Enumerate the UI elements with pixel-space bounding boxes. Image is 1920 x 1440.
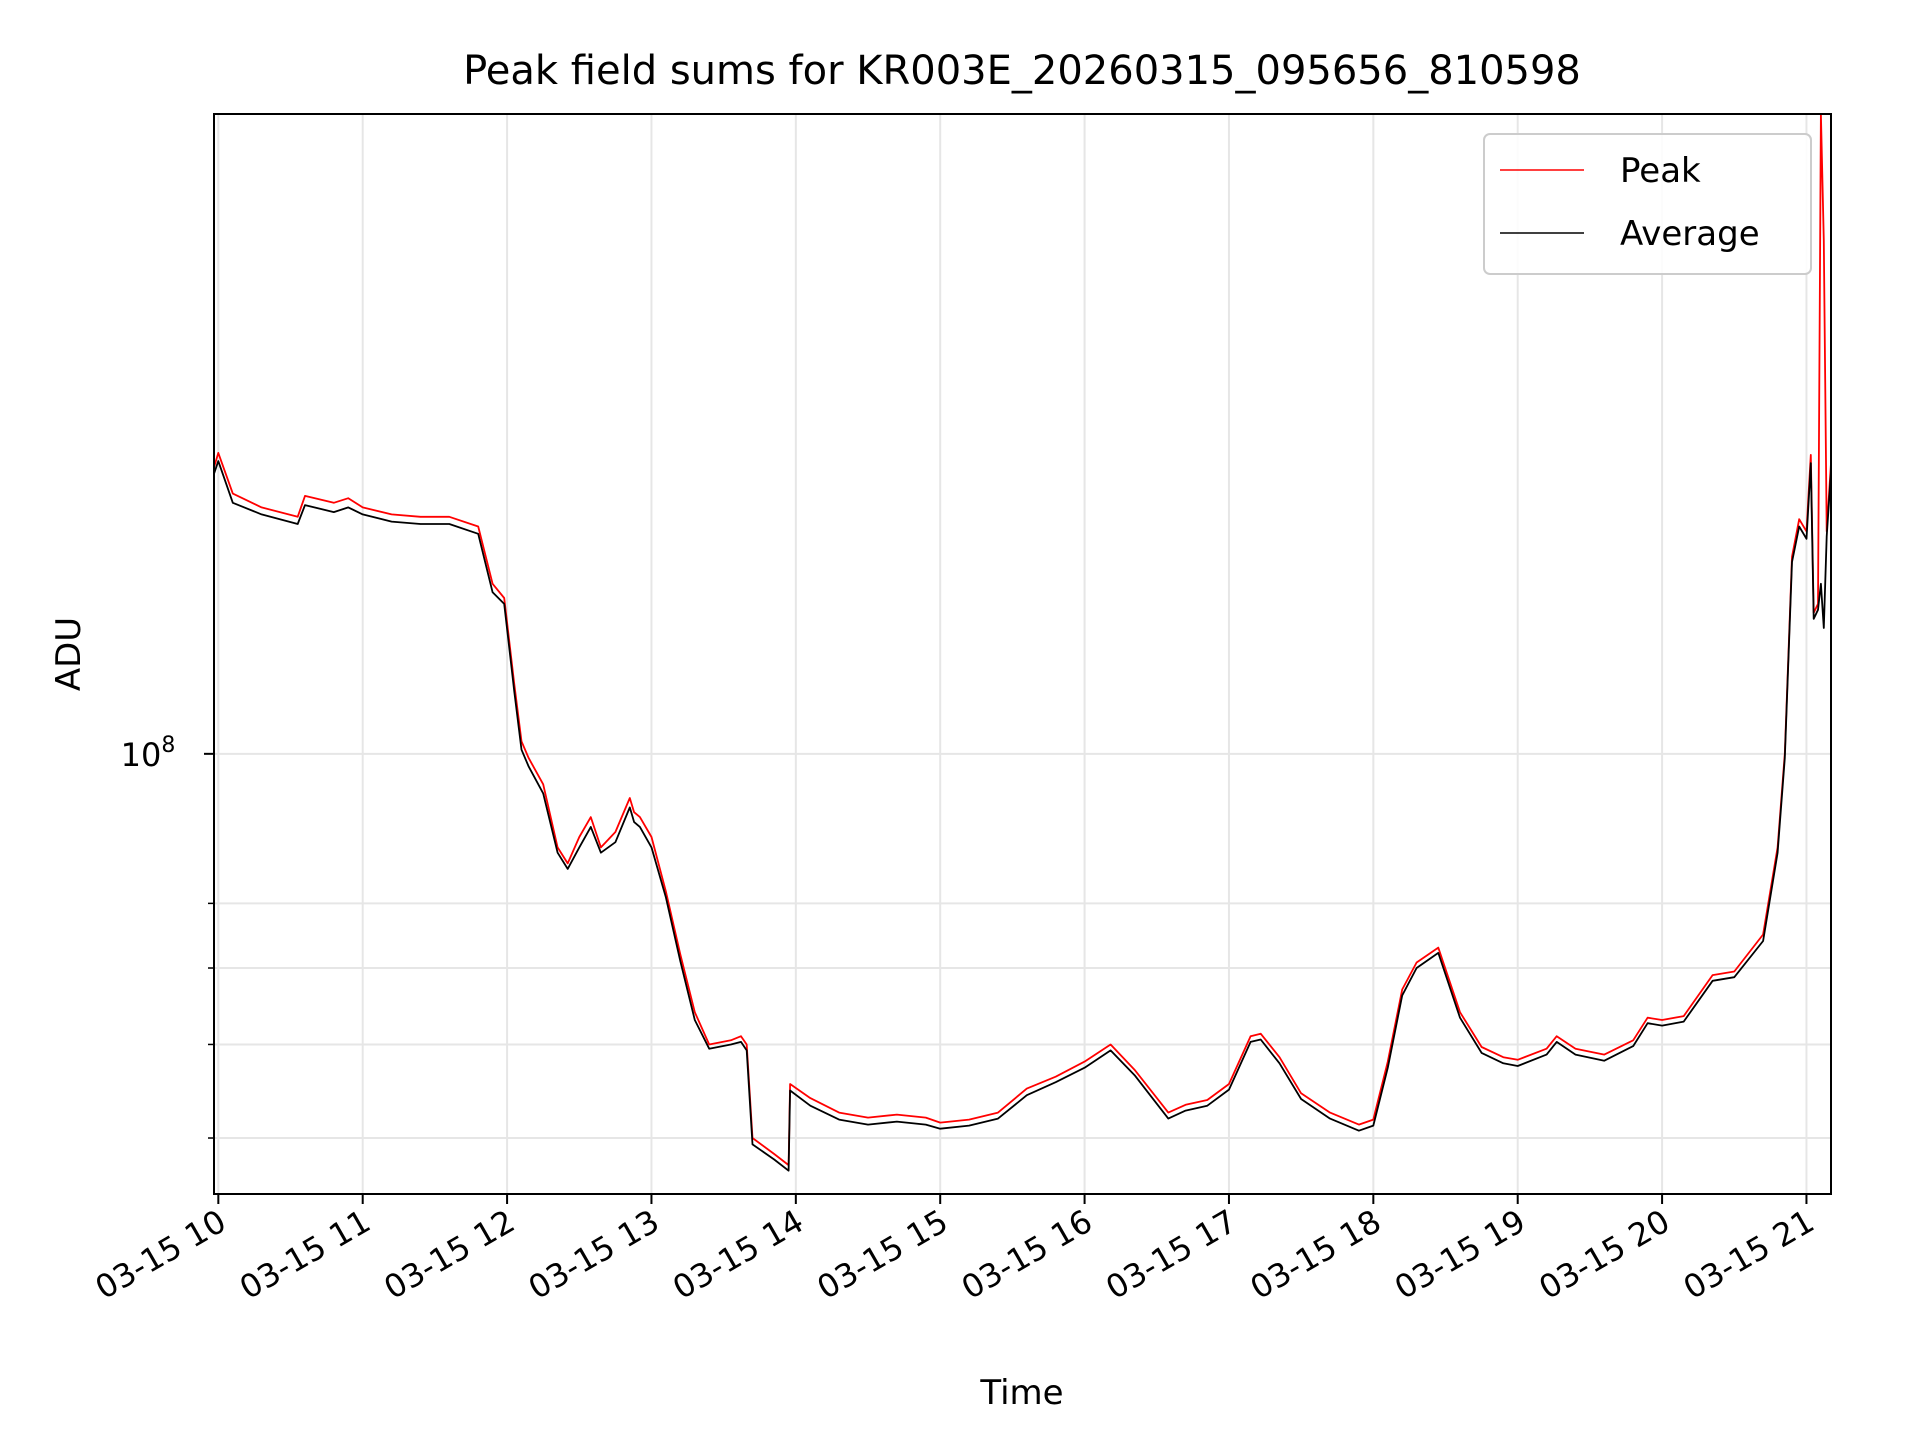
legend-label-average: Average <box>1620 214 1760 254</box>
y-axis-label: ADU <box>49 617 89 691</box>
plot-background <box>214 114 1831 1194</box>
x-axis-label: Time <box>979 1373 1063 1413</box>
series-lines <box>214 114 1831 1172</box>
legend-label-peak: Peak <box>1620 151 1701 191</box>
legend-box <box>1483 133 1812 275</box>
y-axis-ticks: 108 <box>121 733 214 1139</box>
legend: Peak Average <box>1483 133 1812 275</box>
series-line-average <box>214 460 1831 1172</box>
plot-frame <box>213 113 1832 1195</box>
y-tick-label: 108 <box>121 733 176 774</box>
grid-lines <box>214 114 1831 1194</box>
chart-title: Peak field sums for KR003E_20260315_0956… <box>463 48 1581 94</box>
series-line-peak <box>214 114 1831 1166</box>
